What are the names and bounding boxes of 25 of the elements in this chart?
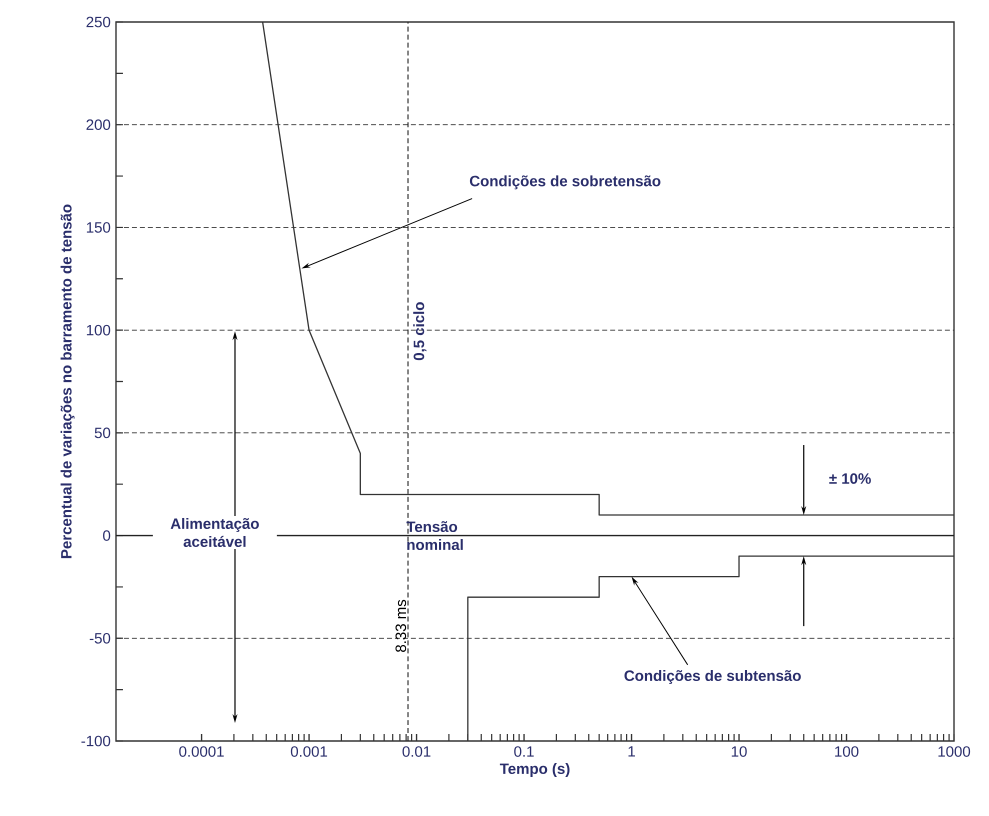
annotation: Condições de sobretensão bbox=[470, 175, 660, 190]
y-tick-label: 200 bbox=[86, 119, 110, 130]
x-tick-label: 0.0001 bbox=[179, 746, 224, 757]
y-tick-label: 250 bbox=[86, 16, 110, 28]
y-tick-label: -50 bbox=[90, 632, 110, 644]
x-tick-label: 10 bbox=[732, 746, 747, 757]
x-tick-label: 1 bbox=[628, 746, 635, 757]
annotation: 8.33 ms bbox=[396, 600, 406, 652]
y-tick-label: 0 bbox=[103, 530, 110, 541]
y-axis-title: Percentual de variações no barramento de tensão bbox=[60, 204, 75, 558]
x-tick-label: 0.1 bbox=[514, 746, 534, 757]
annotation: Condições de subtensão bbox=[624, 670, 801, 684]
ref-line-label: 0,5 ciclo bbox=[413, 302, 426, 360]
x-axis-title: Tempo (s) bbox=[500, 763, 570, 777]
x-tick-label: 0.01 bbox=[402, 746, 430, 757]
annotation: ± 10% bbox=[829, 473, 871, 484]
y-tick-label: 150 bbox=[86, 222, 110, 233]
ref-line-label: Tensão nominal bbox=[406, 521, 463, 550]
annotation: Alimentação aceitável bbox=[170, 518, 259, 547]
x-tick-label: 100 bbox=[835, 746, 858, 757]
y-tick-label: 100 bbox=[86, 324, 110, 336]
x-tick-label: 1000 bbox=[938, 746, 970, 757]
y-tick-label: -100 bbox=[81, 736, 110, 746]
y-tick-label: 50 bbox=[94, 428, 110, 438]
x-tick-label: 0.001 bbox=[290, 746, 328, 757]
